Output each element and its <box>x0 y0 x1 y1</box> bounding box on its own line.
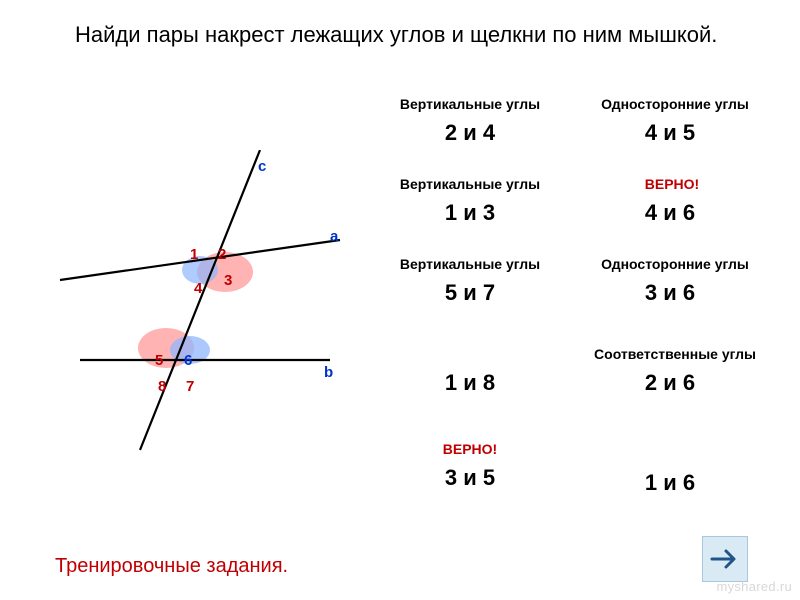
hint-correct-35: ВЕРНО! <box>410 441 530 457</box>
next-button[interactable] <box>702 536 748 582</box>
hint-vertical-24: Вертикальные углы <box>390 96 550 112</box>
hint-sameside-36: Односторонние углы <box>585 256 765 272</box>
hint-vertical-57: Вертикальные углы <box>390 256 550 272</box>
angle-label-5: 5 <box>155 352 163 369</box>
angle-label-3: 3 <box>224 272 232 289</box>
hint-sameside-45: Односторонние углы <box>585 96 765 112</box>
hint-corr-26: Соответственные углы <box>580 346 770 362</box>
watermark: myshared.ru <box>716 579 792 594</box>
diagram-svg <box>50 150 350 460</box>
pair-3-6[interactable]: 3 и 6 <box>610 280 730 306</box>
hint-correct-46: ВЕРНО! <box>617 176 727 192</box>
pair-5-7[interactable]: 5 и 7 <box>410 280 530 306</box>
pair-1-6[interactable]: 1 и 6 <box>610 470 730 496</box>
line-label-a: a <box>330 228 338 245</box>
angle-label-2: 2 <box>218 246 226 263</box>
line-c <box>140 150 260 450</box>
line-label-b: b <box>324 364 333 381</box>
pair-4-6[interactable]: 4 и 6 <box>610 200 730 226</box>
pair-3-5[interactable]: 3 и 5 <box>410 465 530 491</box>
pair-2-6[interactable]: 2 и 6 <box>610 370 730 396</box>
line-label-c: c <box>258 158 266 175</box>
pair-1-8[interactable]: 1 и 8 <box>410 370 530 396</box>
angle-diagram: a b c 1 2 3 4 5 6 7 8 <box>50 150 350 460</box>
angle-label-8: 8 <box>158 378 166 395</box>
arrow-right-icon <box>710 547 740 571</box>
angle-label-4: 4 <box>194 280 202 297</box>
pair-1-3[interactable]: 1 и 3 <box>410 200 530 226</box>
angle-label-6: 6 <box>184 352 192 369</box>
instruction-text: Найди пары накрест лежащих углов и щелкн… <box>75 20 735 50</box>
angle-label-1: 1 <box>190 246 198 263</box>
pair-2-4[interactable]: 2 и 4 <box>410 120 530 146</box>
angle-label-7: 7 <box>186 378 194 395</box>
page-title: Тренировочные задания. <box>55 555 288 578</box>
pair-4-5[interactable]: 4 и 5 <box>610 120 730 146</box>
hint-vertical-13: Вертикальные углы <box>390 176 550 192</box>
